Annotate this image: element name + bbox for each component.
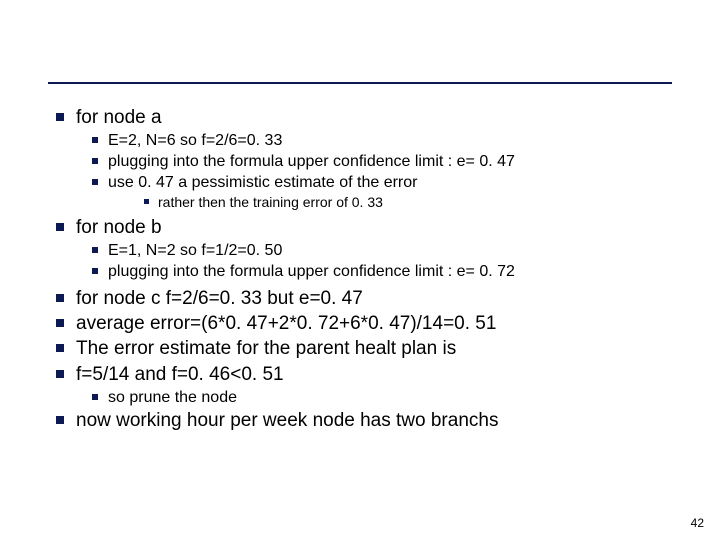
bullet-node-c: for node c f=2/6=0. 33 but e=0. 47: [56, 287, 680, 310]
bullet-node-a-plug: plugging into the formula upper confiden…: [92, 152, 680, 172]
page-number: 42: [691, 516, 704, 530]
bullet-node-b-plug: plugging into the formula upper confiden…: [92, 262, 680, 282]
bullet-so-prune: so prune the node: [92, 388, 680, 408]
horizontal-rule: [48, 82, 672, 84]
slide-content: for node a E=2, N=6 so f=2/6=0. 33 plugg…: [56, 106, 680, 434]
bullet-now-working: now working hour per week node has two b…: [56, 409, 680, 432]
bullet-node-a-pessimistic: use 0. 47 a pessimistic estimate of the …: [92, 173, 680, 193]
bullet-node-a: for node a: [56, 106, 680, 129]
bullet-node-b-e1n2: E=1, N=2 so f=1/2=0. 50: [92, 241, 680, 261]
bullet-average-error: average error=(6*0. 47+2*0. 72+6*0. 47)/…: [56, 312, 680, 335]
bullet-node-b: for node b: [56, 216, 680, 239]
bullet-node-a-e2n6: E=2, N=6 so f=2/6=0. 33: [92, 131, 680, 151]
bullet-parent-estimate: The error estimate for the parent healt …: [56, 337, 680, 360]
bullet-fprune: f=5/14 and f=0. 46<0. 51: [56, 363, 680, 386]
bullet-node-a-rather: rather then the training error of 0. 33: [144, 194, 680, 212]
